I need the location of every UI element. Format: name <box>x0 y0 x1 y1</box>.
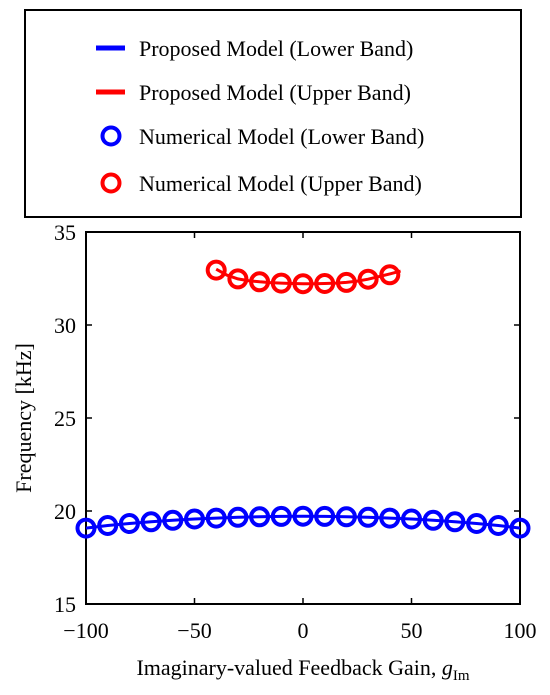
data-point-numerical-model-lower-band <box>270 505 292 527</box>
data-point-numerical-model-lower-band <box>97 515 119 536</box>
data-point-numerical-model-lower-band <box>227 506 249 528</box>
data-point-numerical-model-lower-band <box>335 506 357 528</box>
data-point-numerical-model-lower-band <box>509 517 531 539</box>
y-tick-label: 25 <box>54 406 76 431</box>
data-point-numerical-model-lower-band <box>466 513 488 534</box>
legend-label-proposed-upper: Proposed Model (Upper Band) <box>139 80 411 105</box>
legend-marker-numerical-lower <box>100 125 122 147</box>
data-point-numerical-model-upper-band <box>292 273 314 295</box>
data-point-numerical-model-lower-band <box>357 506 379 528</box>
data-point-numerical-model-lower-band <box>205 507 227 529</box>
legend-label-proposed-lower: Proposed Model (Lower Band) <box>139 36 413 61</box>
plot-frame <box>85 231 521 605</box>
data-point-numerical-model-lower-band <box>249 506 271 528</box>
y-axis-label: Frequency [kHz] <box>11 343 36 493</box>
data-point-numerical-model-lower-band <box>184 508 205 530</box>
data-point-numerical-model-upper-band <box>379 264 401 286</box>
data-point-numerical-model-lower-band <box>140 511 162 533</box>
legend: Proposed Model (Lower Band) Proposed Mod… <box>24 9 522 218</box>
data-point-numerical-model-upper-band <box>335 271 357 293</box>
data-point-numerical-model-upper-band <box>249 271 271 293</box>
series-layer <box>75 259 531 539</box>
legend-label-numerical-upper: Numerical Model (Upper Band) <box>139 171 422 196</box>
data-point-numerical-model-upper-band <box>227 268 249 290</box>
legend-label-numerical-lower: Numerical Model (Lower Band) <box>139 124 424 149</box>
legend-frame <box>24 9 522 218</box>
data-point-numerical-model-lower-band <box>75 517 97 539</box>
y-tick-label: 35 <box>54 220 76 245</box>
data-point-numerical-model-lower-band <box>422 509 444 531</box>
x-tick-label: 0 <box>298 618 309 643</box>
data-point-numerical-model-lower-band <box>162 509 184 531</box>
x-tick-label: 50 <box>401 618 423 643</box>
data-point-numerical-model-lower-band <box>444 511 466 533</box>
ticks-layer: −100 −50 0 50 100 15 20 25 30 35 <box>54 220 537 643</box>
y-tick-label: 20 <box>54 499 76 524</box>
data-point-numerical-model-lower-band <box>314 505 336 527</box>
data-point-numerical-model-lower-band <box>292 505 314 527</box>
x-axis-label: Imaginary-valued Feedback Gain, gIm <box>136 655 469 684</box>
data-point-numerical-model-upper-band <box>314 273 336 294</box>
data-point-numerical-model-upper-band <box>357 268 379 290</box>
data-point-numerical-model-lower-band <box>379 507 401 529</box>
data-point-numerical-model-upper-band <box>270 272 292 294</box>
x-tick-label: 100 <box>504 618 537 643</box>
y-tick-label: 15 <box>54 592 76 617</box>
y-tick-label: 30 <box>54 313 76 338</box>
data-point-numerical-model-lower-band <box>118 513 140 534</box>
data-point-numerical-model-lower-band <box>401 508 422 530</box>
legend-marker-numerical-upper <box>100 172 122 194</box>
data-point-numerical-model-lower-band <box>487 515 509 536</box>
x-tick-label: −100 <box>63 618 108 643</box>
data-point-numerical-model-upper-band <box>205 259 227 281</box>
plot-area: −100 −50 0 50 100 15 20 25 30 35 <box>54 220 537 643</box>
x-tick-label: −50 <box>177 618 211 643</box>
